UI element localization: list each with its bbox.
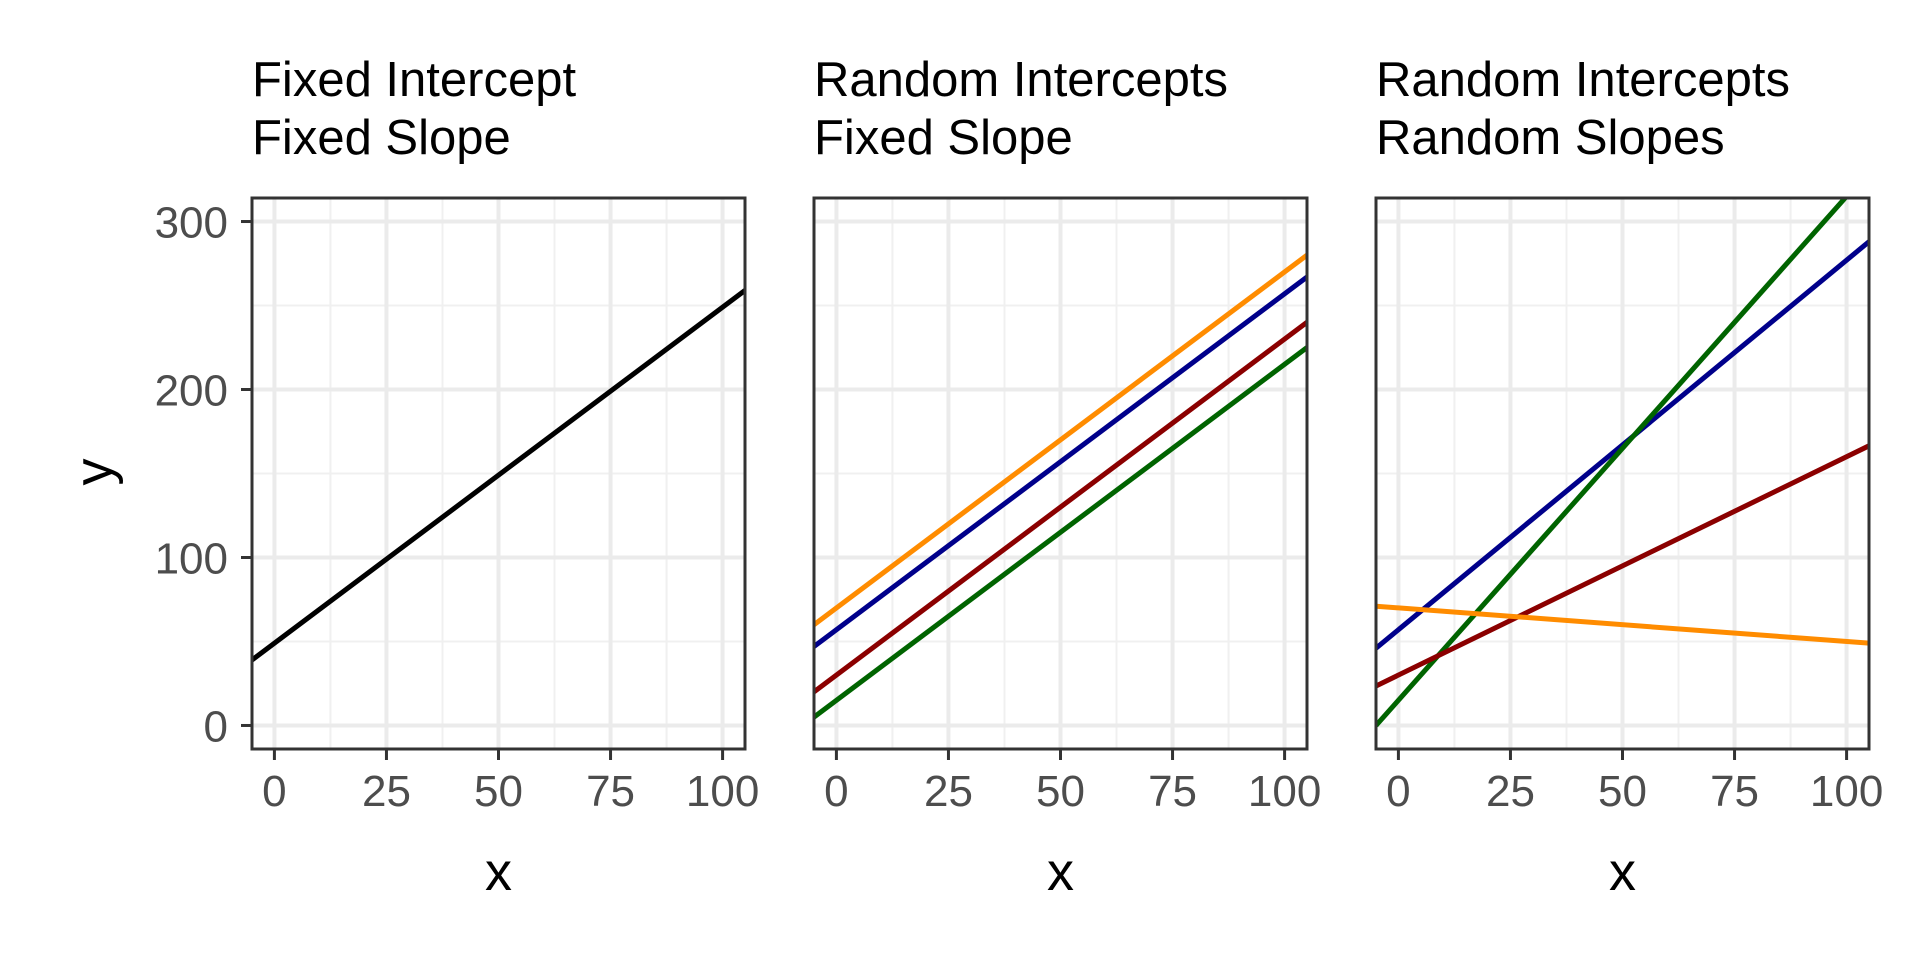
x-axis-title: x xyxy=(1047,842,1074,902)
panel-title-line1: Fixed Intercept xyxy=(252,53,576,107)
series-line-orange xyxy=(1376,603,1869,646)
series-group xyxy=(1376,198,1869,728)
x-tick-label: 75 xyxy=(586,767,635,816)
x-axis-title: x xyxy=(485,842,512,902)
x-tick-label: 100 xyxy=(1810,767,1883,816)
panel-1: 0 25 50 75 100 0 100 200 300 Fixed InterceptFixed… xyxy=(155,53,760,902)
series-line-darkgreen xyxy=(814,345,1307,720)
x-tick-label: 25 xyxy=(362,767,411,816)
y-tick-label: 100 xyxy=(155,534,228,583)
x-tick-label: 50 xyxy=(1036,767,1085,816)
panel-title-line1: Random Intercepts xyxy=(1376,53,1790,107)
panel-title-line2: Fixed Slope xyxy=(252,111,511,165)
x-tick-label: 0 xyxy=(262,767,286,816)
x-tick-label: 75 xyxy=(1710,767,1759,816)
y-tick-label: 300 xyxy=(155,199,228,248)
series-line-navy xyxy=(814,274,1307,649)
panel-title-line1: Random Intercepts xyxy=(814,53,1228,107)
series-line-darkred xyxy=(1376,443,1869,689)
x-tick-label: 100 xyxy=(686,767,759,816)
series-group xyxy=(814,253,1307,720)
y-tick-label: 200 xyxy=(155,367,228,416)
series-line-black xyxy=(252,288,745,662)
panel-title-line2: Fixed Slope xyxy=(814,111,1073,165)
x-axis-title: x xyxy=(1609,842,1636,902)
x-tick-label: 75 xyxy=(1148,767,1197,816)
series-line-darkred xyxy=(814,320,1307,694)
series-line-orange xyxy=(814,253,1307,627)
series-line-darkgreen xyxy=(1376,198,1849,728)
series-group xyxy=(252,288,745,662)
y-axis-title: y xyxy=(64,459,124,486)
x-tick-label: 50 xyxy=(474,767,523,816)
x-tick-label: 100 xyxy=(1248,767,1321,816)
x-tick-label: 25 xyxy=(1486,767,1535,816)
x-tick-label: 25 xyxy=(924,767,973,816)
y-tick-label: 0 xyxy=(204,702,228,751)
x-tick-label: 50 xyxy=(1598,767,1647,816)
x-tick-label: 0 xyxy=(824,767,848,816)
x-tick-label: 0 xyxy=(1386,767,1410,816)
panel-title-line2: Random Slopes xyxy=(1376,111,1725,165)
